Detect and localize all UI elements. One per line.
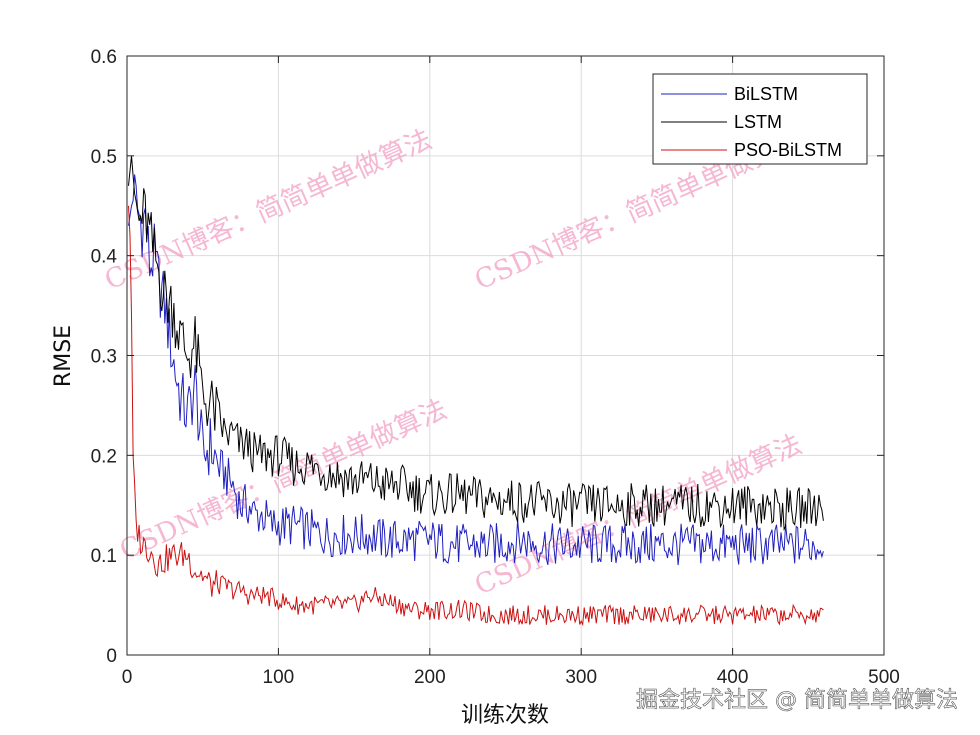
credit-overlay: 掘金技术社区 @ 简简单单做算法 CSDN @简简单单做算法	[636, 688, 975, 731]
series-line-pso-bilstm	[128, 205, 824, 627]
y-tick-label: 0.1	[91, 546, 117, 567]
x-tick-label: 400	[717, 667, 749, 688]
x-tick-labels: 0 100 200 300 400 500	[122, 667, 900, 688]
credit-main: 掘金技术社区 @ 简简单单做算法	[636, 688, 958, 713]
y-tick-labels: 0 0.1 0.2 0.3 0.4 0.5 0.6	[91, 47, 118, 667]
y-tick-label: 0.3	[91, 347, 117, 368]
legend-box	[652, 73, 868, 165]
x-tick-label: 100	[263, 667, 295, 688]
legend-label: BiLSTM	[734, 84, 798, 104]
series-line-bilstm	[128, 174, 824, 566]
x-tick-label: 500	[868, 667, 900, 688]
y-tick-label: 0	[106, 646, 117, 667]
legend-label: LSTM	[734, 112, 782, 132]
axis-ticks	[126, 55, 885, 656]
series-line-lstm	[128, 155, 824, 531]
x-tick-label: 200	[414, 667, 446, 688]
legend-label: PSO-BiLSTM	[734, 140, 842, 160]
x-tick-label: 300	[565, 667, 597, 688]
x-tick-label: 0	[122, 667, 133, 688]
y-tick-label: 0.6	[91, 47, 117, 68]
series-layer	[128, 155, 824, 627]
y-tick-label: 0.4	[91, 247, 118, 268]
credit-sub: CSDN @简简单单做算法	[807, 713, 975, 731]
y-tick-label: 0.2	[91, 446, 117, 467]
y-axis-title: RMSE	[51, 325, 76, 387]
y-tick-label: 0.5	[91, 147, 117, 168]
x-axis-title: 训练次数	[461, 703, 549, 728]
legend: BiLSTM LSTM PSO-BiLSTM	[652, 73, 868, 165]
